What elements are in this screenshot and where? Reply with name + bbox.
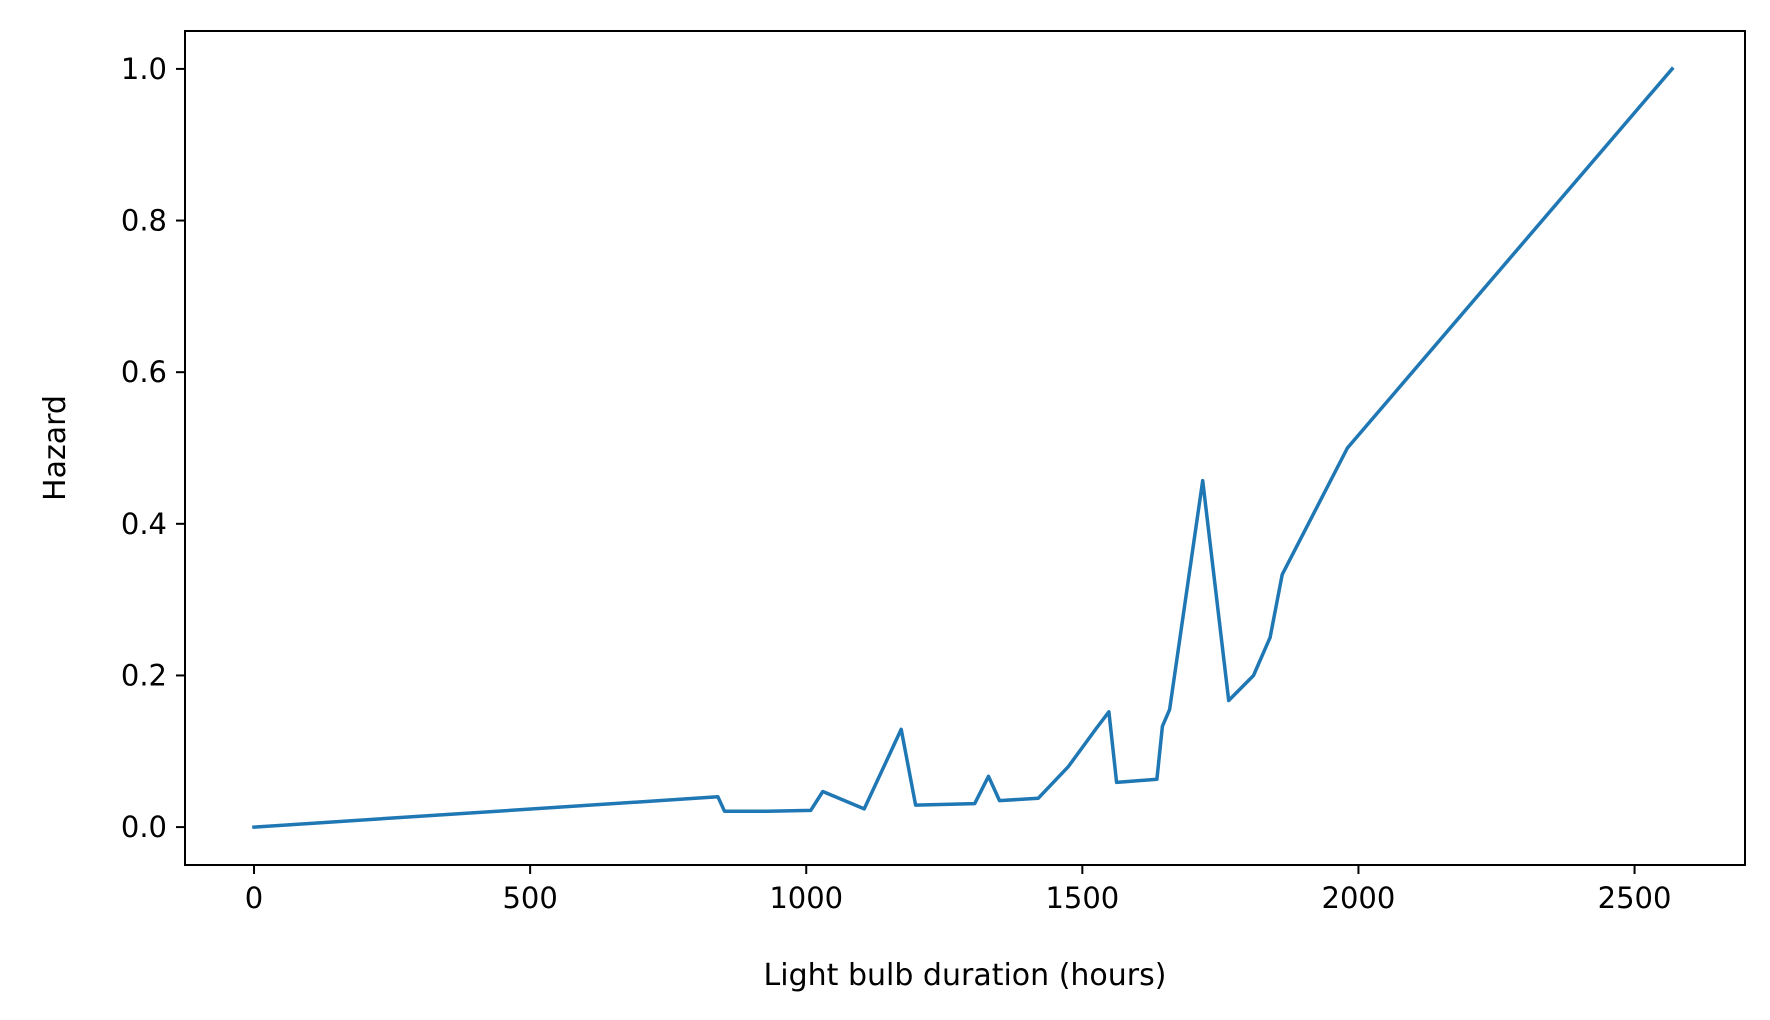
- y-tick-label: 0.0: [121, 810, 167, 844]
- plot-frame: [184, 30, 1746, 866]
- y-tick-label: 1.0: [121, 52, 167, 86]
- y-axis-label: Hazard: [38, 395, 73, 501]
- x-tick-label: 1500: [1045, 881, 1119, 915]
- series-layer: [252, 66, 1675, 829]
- y-tick-label: 0.4: [121, 507, 167, 541]
- y-tick-label: 0.2: [121, 658, 167, 692]
- x-tick-label: 0: [245, 881, 263, 915]
- x-tick-label: 2000: [1322, 881, 1396, 915]
- x-tick-label: 1000: [769, 881, 843, 915]
- y-tick-label: 0.6: [121, 355, 167, 389]
- y-axis-ticks: 0.0 0.2 0.4 0.6 0.8 1.0: [121, 52, 185, 844]
- hazard-series-line: [252, 66, 1675, 829]
- x-tick-label: 2500: [1598, 881, 1672, 915]
- x-axis-ticks: 0 500 1000 1500 2000 2500: [245, 865, 1672, 915]
- x-tick-label: 500: [502, 881, 557, 915]
- y-tick-label: 0.8: [121, 204, 167, 238]
- x-axis-label: Light bulb duration (hours): [764, 958, 1167, 993]
